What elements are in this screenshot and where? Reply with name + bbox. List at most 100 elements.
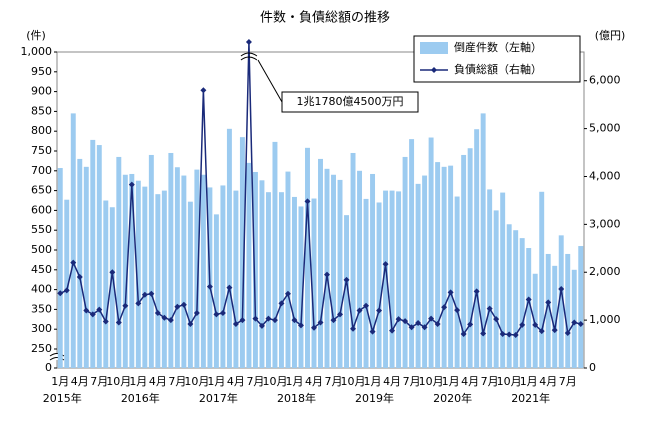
- y-tick-label: 550: [31, 223, 52, 236]
- bar: [265, 192, 271, 368]
- bar: [285, 171, 291, 368]
- x-tick-label: 1月: [51, 375, 69, 388]
- bar: [142, 186, 148, 368]
- bar: [474, 129, 480, 368]
- marker: [538, 328, 545, 335]
- marker: [447, 289, 454, 296]
- bar: [194, 169, 200, 368]
- y2-tick-label: 2,000: [589, 265, 621, 278]
- marker: [376, 307, 383, 314]
- bar: [181, 175, 187, 368]
- bar: [278, 192, 284, 368]
- bar: [239, 137, 245, 368]
- x-tick-label: 10月: [184, 375, 209, 388]
- x-tick-label: 1月: [442, 375, 460, 388]
- marker: [467, 321, 474, 328]
- bar: [428, 137, 434, 368]
- year-label: 2018年: [277, 391, 316, 405]
- marker: [252, 315, 259, 322]
- x-tick-label: 7月: [90, 375, 108, 388]
- bar: [57, 168, 63, 368]
- marker: [102, 318, 109, 325]
- marker: [213, 311, 220, 318]
- bar: [552, 265, 558, 368]
- annotation: 1兆1780億4500万円: [297, 95, 404, 108]
- bar: [422, 175, 428, 368]
- marker: [232, 320, 239, 327]
- marker: [389, 327, 396, 334]
- y2-tick-label: 1,000: [589, 313, 621, 326]
- marker: [480, 330, 487, 337]
- marker: [57, 290, 64, 297]
- marker: [369, 328, 376, 335]
- bar: [513, 230, 519, 368]
- marker: [284, 290, 291, 297]
- bar: [77, 158, 83, 368]
- y2-tick-label: 4,000: [589, 169, 621, 182]
- marker: [193, 309, 200, 316]
- bar: [174, 167, 180, 368]
- x-tick-label: 4月: [71, 375, 89, 388]
- x-tick-label: 7月: [325, 375, 343, 388]
- marker: [525, 296, 532, 303]
- bar: [70, 113, 76, 368]
- value-break: [240, 52, 258, 61]
- bar: [389, 190, 395, 368]
- y-tick-label: 950: [31, 65, 52, 78]
- bar: [545, 253, 551, 368]
- marker: [115, 319, 122, 326]
- marker: [382, 261, 389, 268]
- bar: [324, 168, 330, 368]
- marker: [239, 317, 246, 324]
- y-tick-label: 850: [31, 104, 52, 117]
- marker: [291, 317, 298, 324]
- y-tick-label: 650: [31, 184, 52, 197]
- bar: [226, 128, 232, 368]
- bar: [233, 190, 239, 368]
- bar: [409, 139, 415, 368]
- y-axis-label: (件): [26, 29, 46, 42]
- marker: [304, 198, 311, 205]
- y-tick-label: 0: [45, 361, 52, 374]
- year-label: 2019年: [355, 391, 394, 405]
- marker: [408, 324, 415, 331]
- bar: [402, 156, 408, 368]
- marker: [83, 307, 90, 314]
- marker: [395, 316, 402, 323]
- bar: [168, 152, 174, 368]
- bar: [305, 147, 310, 368]
- bar: [493, 210, 499, 368]
- legend-swatch: [420, 42, 448, 54]
- marker: [558, 286, 565, 292]
- marker: [122, 302, 129, 309]
- bar: [129, 173, 135, 368]
- x-tick-label: 10月: [106, 375, 131, 388]
- bar: [396, 191, 402, 368]
- y-tick-label: 900: [31, 85, 52, 98]
- y-tick-label: 1,000: [21, 45, 53, 58]
- year-label: 2016年: [121, 391, 160, 405]
- marker: [577, 320, 584, 327]
- marker: [350, 325, 357, 332]
- x-tick-label: 1月: [520, 375, 538, 388]
- bar: [298, 206, 304, 368]
- y2-tick-label: 0: [589, 361, 596, 374]
- bar: [122, 174, 128, 368]
- marker: [551, 327, 558, 334]
- bar: [220, 185, 226, 368]
- marker: [473, 288, 480, 295]
- x-tick-label: 4月: [149, 375, 167, 388]
- bar: [148, 154, 154, 368]
- bar: [337, 179, 343, 368]
- marker: [206, 283, 213, 290]
- marker: [486, 305, 493, 312]
- bar: [565, 253, 571, 368]
- marker: [441, 304, 448, 311]
- marker: [545, 299, 552, 306]
- marker: [278, 300, 285, 307]
- marker: [330, 317, 337, 324]
- year-label: 2015年: [43, 391, 82, 405]
- marker: [96, 306, 103, 313]
- bar: [539, 191, 545, 368]
- marker: [200, 87, 207, 94]
